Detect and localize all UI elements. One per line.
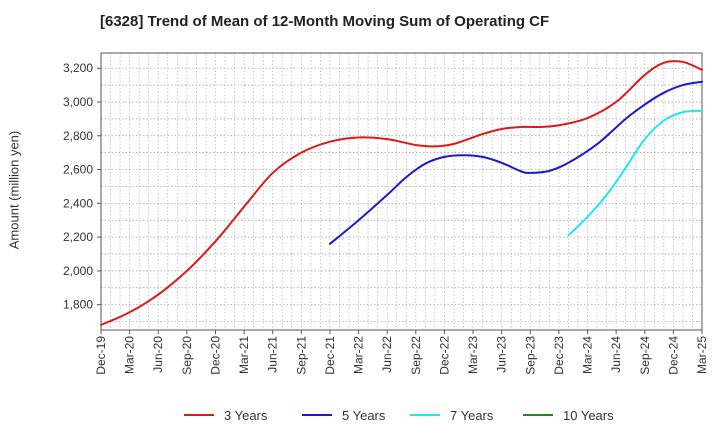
x-tick-label: Dec-24 xyxy=(666,336,680,375)
x-tick-label: Sep-21 xyxy=(294,336,308,375)
legend-label: 7 Years xyxy=(450,408,494,423)
y-tick-label: 2,000 xyxy=(63,264,93,278)
x-tick-label: Jun-24 xyxy=(609,336,623,373)
y-tick-label: 2,600 xyxy=(63,163,93,177)
x-tick-label: Mar-22 xyxy=(352,336,366,374)
x-tick-label: Sep-22 xyxy=(409,336,423,375)
series-line-1 xyxy=(100,60,703,326)
x-tick-label: Mar-21 xyxy=(237,336,251,374)
y-tick-label: 1,800 xyxy=(63,298,93,312)
series-line-3 xyxy=(567,109,703,237)
x-tick-label: Jun-20 xyxy=(151,336,165,373)
y-tick-label: 2,400 xyxy=(63,196,93,210)
plot-area xyxy=(101,53,702,330)
vertical-gridlines xyxy=(110,53,693,330)
x-tick-label: Mar-24 xyxy=(581,336,595,374)
legend-label: 3 Years xyxy=(224,408,268,423)
y-tick-label: 3,200 xyxy=(63,61,93,75)
x-tick-label: Dec-23 xyxy=(552,336,566,375)
x-tick-label: Mar-20 xyxy=(123,336,137,374)
x-tick-label: Dec-20 xyxy=(208,336,222,375)
x-tick-label: Mar-23 xyxy=(466,336,480,374)
x-tick-label: Sep-23 xyxy=(523,336,537,375)
y-tick-label: 2,200 xyxy=(63,230,93,244)
legend-label: 5 Years xyxy=(342,408,386,423)
legend-label: 10 Years xyxy=(563,408,614,423)
x-tick-label: Jun-22 xyxy=(380,336,394,373)
horizontal-gridlines xyxy=(101,67,702,322)
y-tick-label: 3,000 xyxy=(63,95,93,109)
plot-frame xyxy=(100,52,703,331)
x-tick-label: Sep-20 xyxy=(180,336,194,375)
x-tick-label: Jun-23 xyxy=(495,336,509,373)
x-tick-label: Dec-19 xyxy=(94,336,108,375)
x-tick-label: Sep-24 xyxy=(638,336,652,375)
x-tick-label: Dec-22 xyxy=(437,336,451,375)
y-tick-label: 2,800 xyxy=(63,129,93,143)
series-line-2 xyxy=(328,80,703,245)
x-tick-label: Mar-25 xyxy=(695,336,709,374)
chart-title: [6328] Trend of Mean of 12-Month Moving … xyxy=(100,13,550,30)
x-tick-label: Dec-21 xyxy=(323,336,337,375)
x-tick-label: Jun-21 xyxy=(266,336,280,373)
